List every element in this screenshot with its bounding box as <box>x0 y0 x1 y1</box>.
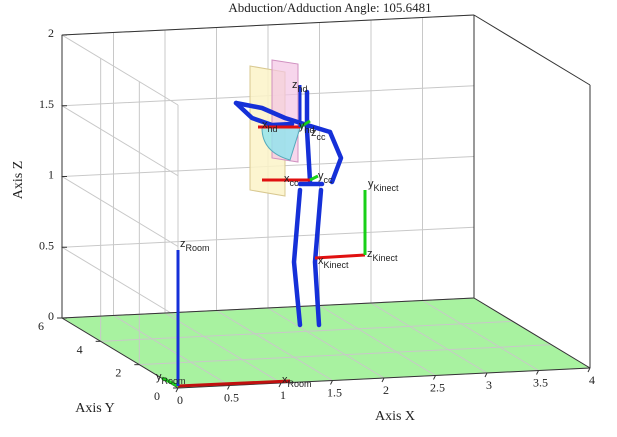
frame-label-sub: Room <box>162 376 186 386</box>
x-tick-mark <box>381 377 385 383</box>
frame-label: xKinect <box>318 255 349 270</box>
z-tick-label: 2 <box>48 26 54 40</box>
frame-label-axis: y <box>299 120 305 132</box>
grid-line <box>100 320 513 342</box>
frame-label: yhd <box>299 120 315 135</box>
x-tick-mark <box>330 380 333 385</box>
grid-line <box>216 310 333 381</box>
frame-label: yRoom <box>156 371 186 386</box>
frame-label-axis: z <box>180 238 186 250</box>
x-tick-label: 3 <box>486 378 492 392</box>
frame-label-sub: Room <box>186 243 210 253</box>
frames <box>161 85 367 388</box>
x-tick-mark <box>587 367 591 373</box>
axes-box-edge <box>473 297 591 369</box>
y-tick-label: 2 <box>115 366 121 380</box>
skeleton <box>233 89 344 328</box>
frame-label: yKinect <box>368 178 399 193</box>
grid-line <box>319 305 436 376</box>
x-tick-label: 1 <box>280 388 286 402</box>
y-tick-label: 6 <box>38 319 44 333</box>
scene <box>161 59 367 388</box>
y-axis-label: Axis Y <box>75 401 115 416</box>
grid-line <box>164 312 282 384</box>
frame-axis-x <box>314 253 366 260</box>
z-tick-label: 1.5 <box>39 97 54 111</box>
frame-label-axis: z <box>367 248 373 260</box>
frame-label-axis: z <box>292 79 298 91</box>
axes-box-edge <box>61 317 179 389</box>
x-tick-label: 2.5 <box>430 381 445 395</box>
x-tick-label: 1.5 <box>327 386 342 400</box>
frame-label: xcc <box>284 173 299 188</box>
z-tick-label: 0.5 <box>39 238 54 252</box>
chart-title: Abduction/Adduction Angle: 105.6481 <box>228 0 431 15</box>
x-axis-label: Axis X <box>375 409 415 424</box>
x-tick-mark <box>484 372 488 378</box>
left-arm <box>233 100 295 128</box>
axes-box-edge <box>61 297 475 319</box>
z-tick-label: 0 <box>48 309 54 323</box>
x-tick-label: 2 <box>383 383 389 397</box>
grid-line <box>113 315 230 386</box>
x-tick-label: 0 <box>177 393 183 407</box>
frame-label: zRoom <box>180 238 210 253</box>
frame-label-axis: x <box>262 119 268 131</box>
frame-label-sub: hd <box>298 84 308 94</box>
frame-label: ycc <box>318 170 333 185</box>
grid-line <box>422 300 539 371</box>
frame-label-sub: Kinect <box>374 183 400 193</box>
z-axis-label: Axis Z <box>11 161 26 200</box>
frame-label-sub: cc <box>324 175 334 185</box>
x-tick-mark <box>278 382 282 388</box>
frame-axis-x <box>177 379 291 388</box>
grid-line <box>370 302 488 374</box>
axes-box-edge <box>473 14 591 86</box>
frame-label-sub: hd <box>268 124 278 134</box>
frame-label-axis: x <box>318 255 324 267</box>
frame-label-sub: cc <box>290 178 300 188</box>
axes-box-edge <box>61 14 475 36</box>
grid-line <box>267 307 385 379</box>
frame-label-sub: Room <box>288 379 312 389</box>
frame-label-sub: Kinect <box>324 260 350 270</box>
x-tick-mark <box>175 387 179 393</box>
frame-label-axis: y <box>156 371 162 383</box>
left-leg <box>291 187 303 328</box>
x-tick-mark <box>227 385 230 390</box>
frame-label: zhd <box>292 79 308 94</box>
right-arm <box>327 129 344 185</box>
x-tick-label: 0.5 <box>224 391 239 405</box>
shoulders <box>233 100 333 135</box>
frame-label-axis: y <box>368 178 374 190</box>
frame-label-axis: y <box>318 170 324 182</box>
frame-label-axis: x <box>282 374 288 386</box>
frame-label: xRoom <box>282 374 312 389</box>
spine <box>304 127 313 184</box>
frame-label-axis: z <box>311 127 317 139</box>
x-tick-mark <box>536 370 539 375</box>
frame-axis-y <box>309 174 319 182</box>
frame-label-axis: x <box>284 173 290 185</box>
frame-label: xhd <box>262 119 278 134</box>
frame-axis-y <box>299 119 311 129</box>
y-tick-label: 4 <box>77 342 83 356</box>
frame-label: zKinect <box>367 248 398 263</box>
right-leg <box>312 187 324 328</box>
z-tick-label: 1 <box>48 168 54 182</box>
frame-label-sub: hd <box>305 125 315 135</box>
frame-label-sub: Kinect <box>373 253 399 263</box>
x-tick-mark <box>433 375 436 380</box>
grid-line <box>139 344 552 366</box>
y-tick-label: 0 <box>154 389 160 403</box>
x-tick-label: 4 <box>589 373 595 387</box>
x-tick-label: 3.5 <box>533 376 548 390</box>
frame-label: zcc <box>311 127 326 142</box>
frame-label-sub: cc <box>317 132 327 142</box>
frame-axis-y <box>161 376 179 388</box>
